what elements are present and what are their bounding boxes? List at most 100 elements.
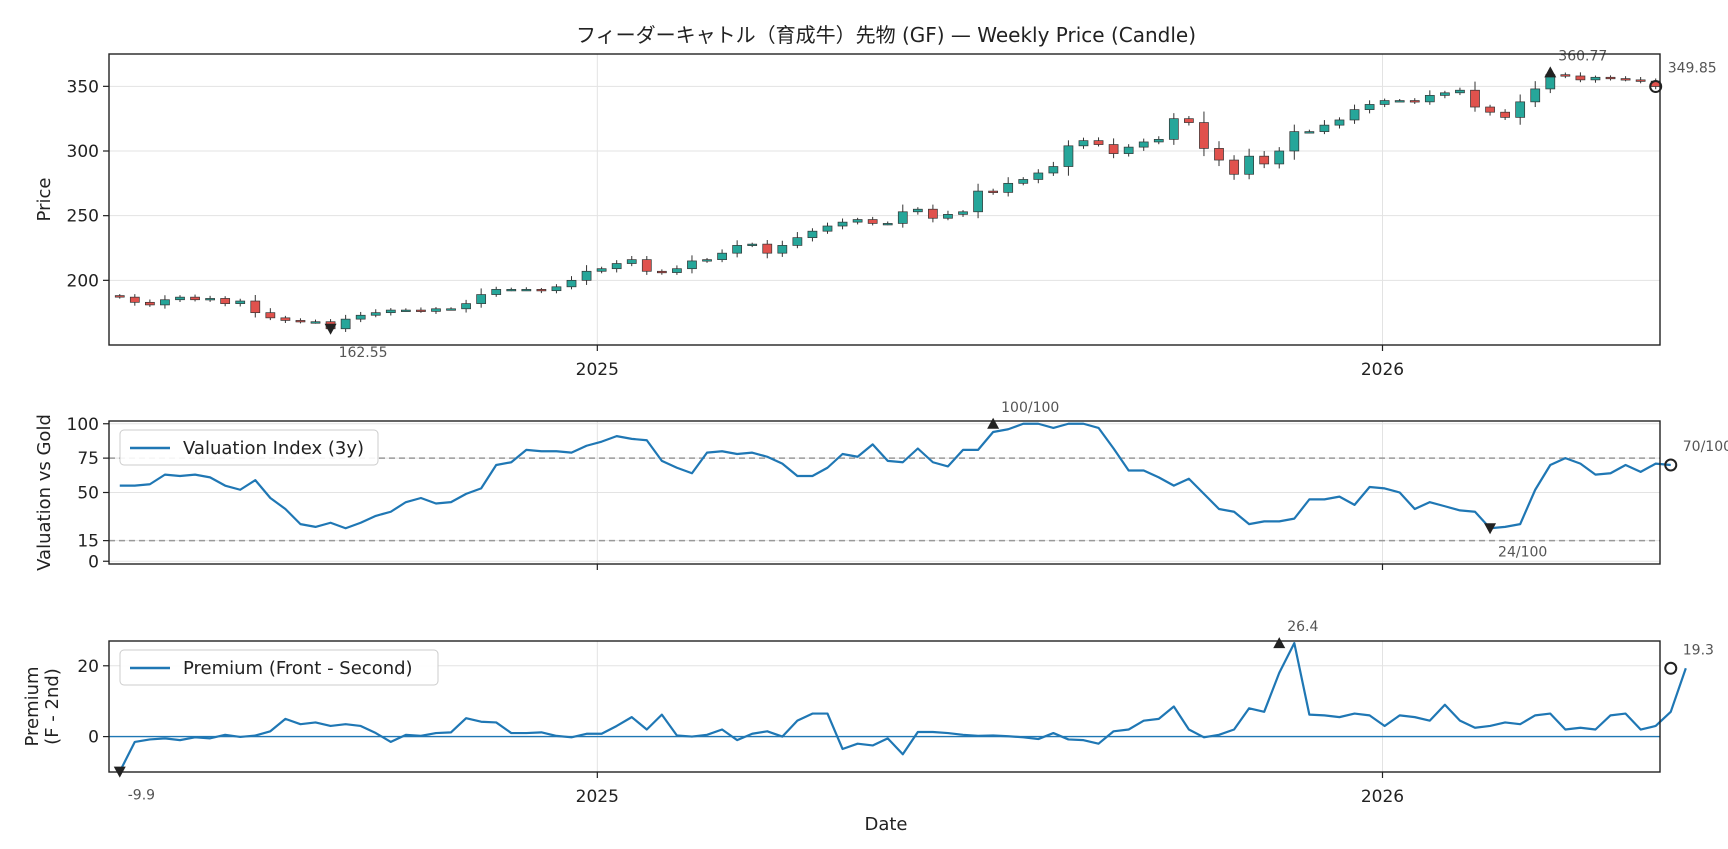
candle-body [732,245,743,254]
candle-body [446,308,456,311]
candle-body [1530,88,1541,103]
candle-body [596,268,607,272]
candle [1409,98,1420,105]
candle-body [882,223,893,226]
candle-body [461,303,471,310]
candle-body [521,289,532,292]
candle [1259,151,1270,169]
candle [1575,72,1586,83]
candle-body [1048,166,1059,174]
candle-body [1229,159,1239,175]
candle [687,255,697,274]
candle [1093,137,1104,147]
candle [385,308,396,316]
annotation-label: 24/100 [1498,544,1547,560]
candle-body [1304,131,1315,134]
candle-body [190,296,200,301]
candle [431,307,441,314]
candle-body [491,289,502,295]
y-axis-label: Valuation vs Gold [34,414,55,571]
max-marker [987,417,1000,429]
candle-body [1364,104,1375,110]
candle [506,287,517,292]
candle-body [1560,74,1571,77]
candle [1138,138,1149,151]
annotation-label: 162.55 [339,345,388,361]
candle-body [431,308,441,312]
candle-body [175,296,185,301]
candle-body [792,237,803,246]
candle-body [145,301,155,306]
candle-body [837,221,848,227]
candle [355,311,366,323]
annotation-label: -9.9 [128,788,155,804]
candle-body [1214,148,1224,161]
candle [1003,177,1014,197]
candle-body [114,295,125,298]
y-axis-label-line: Premium [22,666,43,746]
candle-body [1033,172,1044,180]
candle [943,210,953,221]
candle [973,183,983,219]
y-tick-label: 300 [67,142,99,162]
candle [672,265,682,275]
candle [928,204,938,223]
candle-body [355,314,366,320]
candle [1590,75,1601,83]
candle [1440,90,1450,99]
candle-body [1199,122,1209,149]
last-marker [1664,661,1678,675]
candle-body [702,259,712,262]
candle-body [566,279,577,288]
candle-body [762,243,773,254]
candle [717,249,727,263]
candle-body [1138,141,1149,148]
candle-body [220,298,231,304]
candle [822,222,833,234]
candle-body [747,243,758,246]
candle [220,296,231,307]
panel-premium: 2025 2026 0 20 Premium (F - 2nd) -9.9 26.4 19.3 P… [22,619,1714,807]
candle-body [476,294,487,304]
last-marker [1649,80,1663,94]
candle [1515,94,1526,125]
annotation-label: 349.85 [1668,61,1717,77]
y-tick-label: 250 [67,207,99,227]
candle [476,288,487,308]
candle [160,295,170,309]
candle-body [416,309,426,312]
candle-body [235,300,246,304]
plot-frame [108,420,1661,565]
plot-frame [108,640,1661,773]
candle [1304,129,1315,134]
candle-body [912,208,923,213]
candle-body [1108,144,1119,154]
candle-body [1379,100,1390,105]
candle-body [1093,140,1104,145]
candle-body [1259,155,1270,165]
candle [370,309,381,318]
candle-body [1063,145,1074,167]
candle [1560,72,1571,79]
candle-body [551,286,562,292]
candle [1455,87,1465,96]
candle-body [1409,100,1420,103]
candle [521,287,532,292]
candle [702,257,712,263]
candle-body [370,312,381,316]
candle-body [205,298,215,301]
candle-body [777,245,788,254]
max-marker [1544,66,1557,78]
candle [250,295,261,318]
candle [988,188,999,195]
candle-body [1424,95,1435,103]
candle [762,240,773,259]
candle [792,232,803,249]
candle [340,314,351,332]
candle [205,295,215,302]
candle-body [717,252,727,260]
candle-body [928,208,938,219]
candle [190,294,200,302]
candle [958,210,968,217]
candle [1123,144,1134,157]
